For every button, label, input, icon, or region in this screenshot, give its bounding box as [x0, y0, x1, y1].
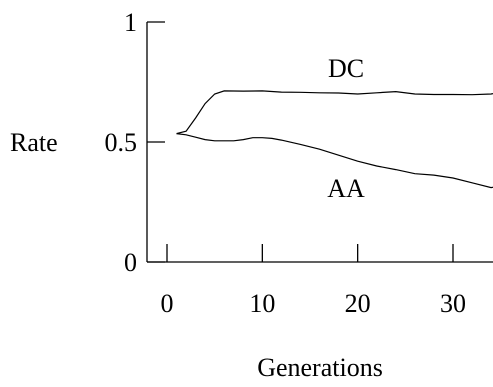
y-tick-label: 0.5: [105, 128, 138, 157]
y-axis-label: Rate: [10, 128, 58, 157]
series-layer: [176, 90, 493, 189]
y-tick-label: 0: [124, 248, 137, 277]
x-axis-label: Generations: [257, 353, 383, 382]
series-line-aa: [176, 133, 493, 189]
y-tick-label: 1: [124, 8, 137, 37]
x-tick-label: 10: [249, 289, 275, 318]
x-tick-label: 0: [161, 289, 174, 318]
x-tick-label: 20: [345, 289, 371, 318]
series-line-dc: [176, 90, 493, 135]
x-tick-label: 30: [440, 289, 466, 318]
axes: [146, 21, 493, 263]
series-label-dc: DC: [328, 54, 364, 83]
series-label-aa: AA: [327, 174, 365, 203]
